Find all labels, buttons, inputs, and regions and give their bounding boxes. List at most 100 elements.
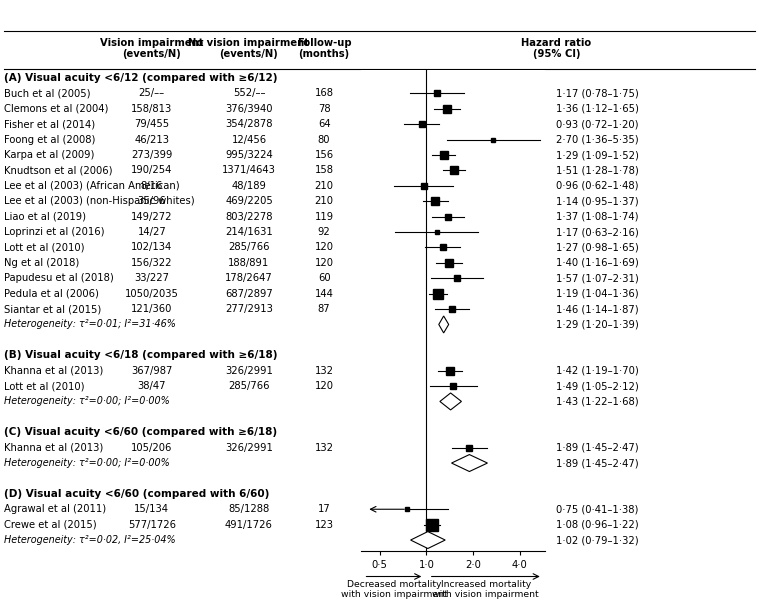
Text: Lott et al (2010): Lott et al (2010) <box>4 242 84 253</box>
Text: 119: 119 <box>314 212 334 222</box>
Text: 14/27: 14/27 <box>137 227 166 237</box>
Text: Vision impairment
(events/N): Vision impairment (events/N) <box>100 37 203 59</box>
Text: No vision impairment
(events/N): No vision impairment (events/N) <box>188 37 310 59</box>
Text: Ng et al (2018): Ng et al (2018) <box>4 258 79 268</box>
Text: 123: 123 <box>314 520 334 529</box>
Text: 0·75 (0·41–1·38): 0·75 (0·41–1·38) <box>556 504 639 514</box>
Text: 79/455: 79/455 <box>134 119 169 129</box>
Text: 168: 168 <box>314 89 334 99</box>
Text: 210: 210 <box>314 181 334 191</box>
Text: 144: 144 <box>315 289 333 299</box>
Text: 367/987: 367/987 <box>131 365 172 376</box>
Text: Heterogeneity: τ²=0·01; I²=31·46%: Heterogeneity: τ²=0·01; I²=31·46% <box>4 319 175 329</box>
Polygon shape <box>440 393 461 410</box>
Text: 156/322: 156/322 <box>131 258 172 268</box>
Text: 273/399: 273/399 <box>131 150 172 160</box>
Text: (A) Visual acuity <6/12 (compared with ≥6/12): (A) Visual acuity <6/12 (compared with ≥… <box>4 73 277 83</box>
Text: 102/134: 102/134 <box>131 242 172 253</box>
Text: 1·19 (1·04–1·36): 1·19 (1·04–1·36) <box>556 289 639 299</box>
Text: 178/2647: 178/2647 <box>225 274 272 283</box>
Text: Lee et al (2003) (non-Hispanic whites): Lee et al (2003) (non-Hispanic whites) <box>4 196 194 206</box>
Text: Khanna et al (2013): Khanna et al (2013) <box>4 365 103 376</box>
Text: 158: 158 <box>314 165 334 176</box>
Text: 277/2913: 277/2913 <box>225 304 273 314</box>
Text: 1·08 (0·96–1·22): 1·08 (0·96–1·22) <box>556 520 639 529</box>
Text: 2·70 (1·36–5·35): 2·70 (1·36–5·35) <box>556 135 639 144</box>
Text: 87: 87 <box>318 304 330 314</box>
Text: Liao et al (2019): Liao et al (2019) <box>4 212 86 222</box>
Text: 149/272: 149/272 <box>131 212 172 222</box>
Text: 1·37 (1·08–1·74): 1·37 (1·08–1·74) <box>556 212 639 222</box>
Text: 995/3224: 995/3224 <box>225 150 272 160</box>
Text: Heterogeneity: τ²=0·00; I²=0·00%: Heterogeneity: τ²=0·00; I²=0·00% <box>4 397 169 406</box>
Text: Increased mortality
with vision impairment: Increased mortality with vision impairme… <box>433 580 539 599</box>
Text: 132: 132 <box>314 365 334 376</box>
Text: 354/2878: 354/2878 <box>225 119 272 129</box>
Text: 8/16: 8/16 <box>140 181 163 191</box>
Text: 1·36 (1·12–1·65): 1·36 (1·12–1·65) <box>556 104 639 114</box>
Text: Decreased mortality
with vision impairment: Decreased mortality with vision impairme… <box>341 580 447 599</box>
Text: 1·14 (0·95–1·37): 1·14 (0·95–1·37) <box>556 196 639 206</box>
Text: 552/––: 552/–– <box>233 89 265 99</box>
Text: 1·51 (1·28–1·78): 1·51 (1·28–1·78) <box>556 165 639 176</box>
Text: 687/2897: 687/2897 <box>225 289 272 299</box>
Text: 1·29 (1·09–1·52): 1·29 (1·09–1·52) <box>556 150 639 160</box>
Text: 469/2205: 469/2205 <box>225 196 272 206</box>
Text: 1·49 (1·05–2·12): 1·49 (1·05–2·12) <box>556 381 639 391</box>
Text: 1·42 (1·19–1·70): 1·42 (1·19–1·70) <box>556 365 639 376</box>
Text: Buch et al (2005): Buch et al (2005) <box>4 89 90 99</box>
Text: 80: 80 <box>318 135 330 144</box>
Text: 105/206: 105/206 <box>131 442 172 453</box>
Text: 156: 156 <box>314 150 334 160</box>
Text: Siantar et al (2015): Siantar et al (2015) <box>4 304 101 314</box>
Text: 1·02 (0·79–1·32): 1·02 (0·79–1·32) <box>556 535 639 545</box>
Text: Crewe et al (2015): Crewe et al (2015) <box>4 520 96 529</box>
Text: Khanna et al (2013): Khanna et al (2013) <box>4 442 103 453</box>
Text: 1·17 (0·63–2·16): 1·17 (0·63–2·16) <box>556 227 639 237</box>
Text: Loprinzi et al (2016): Loprinzi et al (2016) <box>4 227 104 237</box>
Text: 92: 92 <box>318 227 330 237</box>
Polygon shape <box>439 316 449 333</box>
Text: 1·43 (1·22–1·68): 1·43 (1·22–1·68) <box>556 397 639 406</box>
Text: 285/766: 285/766 <box>228 381 269 391</box>
Text: Agrawal et al (2011): Agrawal et al (2011) <box>4 504 106 514</box>
Text: 577/1726: 577/1726 <box>128 520 176 529</box>
Text: 1050/2035: 1050/2035 <box>125 289 178 299</box>
Text: 158/813: 158/813 <box>131 104 172 114</box>
Text: (B) Visual acuity <6/18 (compared with ≥6/18): (B) Visual acuity <6/18 (compared with ≥… <box>4 350 277 360</box>
Text: 78: 78 <box>318 104 330 114</box>
Text: 25/––: 25/–– <box>139 89 165 99</box>
Text: 1·46 (1·14–1·87): 1·46 (1·14–1·87) <box>556 304 639 314</box>
Text: 17: 17 <box>318 504 330 514</box>
Text: 46/213: 46/213 <box>134 135 169 144</box>
Text: 188/891: 188/891 <box>228 258 269 268</box>
Polygon shape <box>452 455 487 471</box>
Text: 376/3940: 376/3940 <box>225 104 272 114</box>
Text: Lott et al (2010): Lott et al (2010) <box>4 381 84 391</box>
Text: 803/2278: 803/2278 <box>225 212 272 222</box>
Text: Heterogeneity: τ²=0·02, I²=25·04%: Heterogeneity: τ²=0·02, I²=25·04% <box>4 535 175 545</box>
Text: 121/360: 121/360 <box>131 304 172 314</box>
Text: 48/189: 48/189 <box>231 181 266 191</box>
Text: Foong et al (2008): Foong et al (2008) <box>4 135 95 144</box>
Text: 190/254: 190/254 <box>131 165 172 176</box>
Text: 285/766: 285/766 <box>228 242 269 253</box>
Text: Hazard ratio
(95% CI): Hazard ratio (95% CI) <box>521 37 591 59</box>
Text: 1·89 (1·45–2·47): 1·89 (1·45–2·47) <box>556 458 639 468</box>
Text: 120: 120 <box>314 381 334 391</box>
Text: 1·29 (1·20–1·39): 1·29 (1·20–1·39) <box>556 319 639 329</box>
Polygon shape <box>411 532 446 548</box>
Text: 1371/4643: 1371/4643 <box>222 165 276 176</box>
Text: 0·96 (0·62–1·48): 0·96 (0·62–1·48) <box>556 181 639 191</box>
Text: Follow-up
(months): Follow-up (months) <box>297 37 351 59</box>
Text: Clemons et al (2004): Clemons et al (2004) <box>4 104 109 114</box>
Text: 35/96: 35/96 <box>137 196 166 206</box>
Text: 326/2991: 326/2991 <box>225 365 273 376</box>
Text: Heterogeneity: τ²=0·00; I²=0·00%: Heterogeneity: τ²=0·00; I²=0·00% <box>4 458 169 468</box>
Text: (C) Visual acuity <6/60 (compared with ≥6/18): (C) Visual acuity <6/60 (compared with ≥… <box>4 427 277 437</box>
Text: 12/456: 12/456 <box>231 135 266 144</box>
Text: 491/1726: 491/1726 <box>225 520 273 529</box>
Text: 38/47: 38/47 <box>137 381 166 391</box>
Text: 0·93 (0·72–1·20): 0·93 (0·72–1·20) <box>556 119 639 129</box>
Text: 214/1631: 214/1631 <box>225 227 272 237</box>
